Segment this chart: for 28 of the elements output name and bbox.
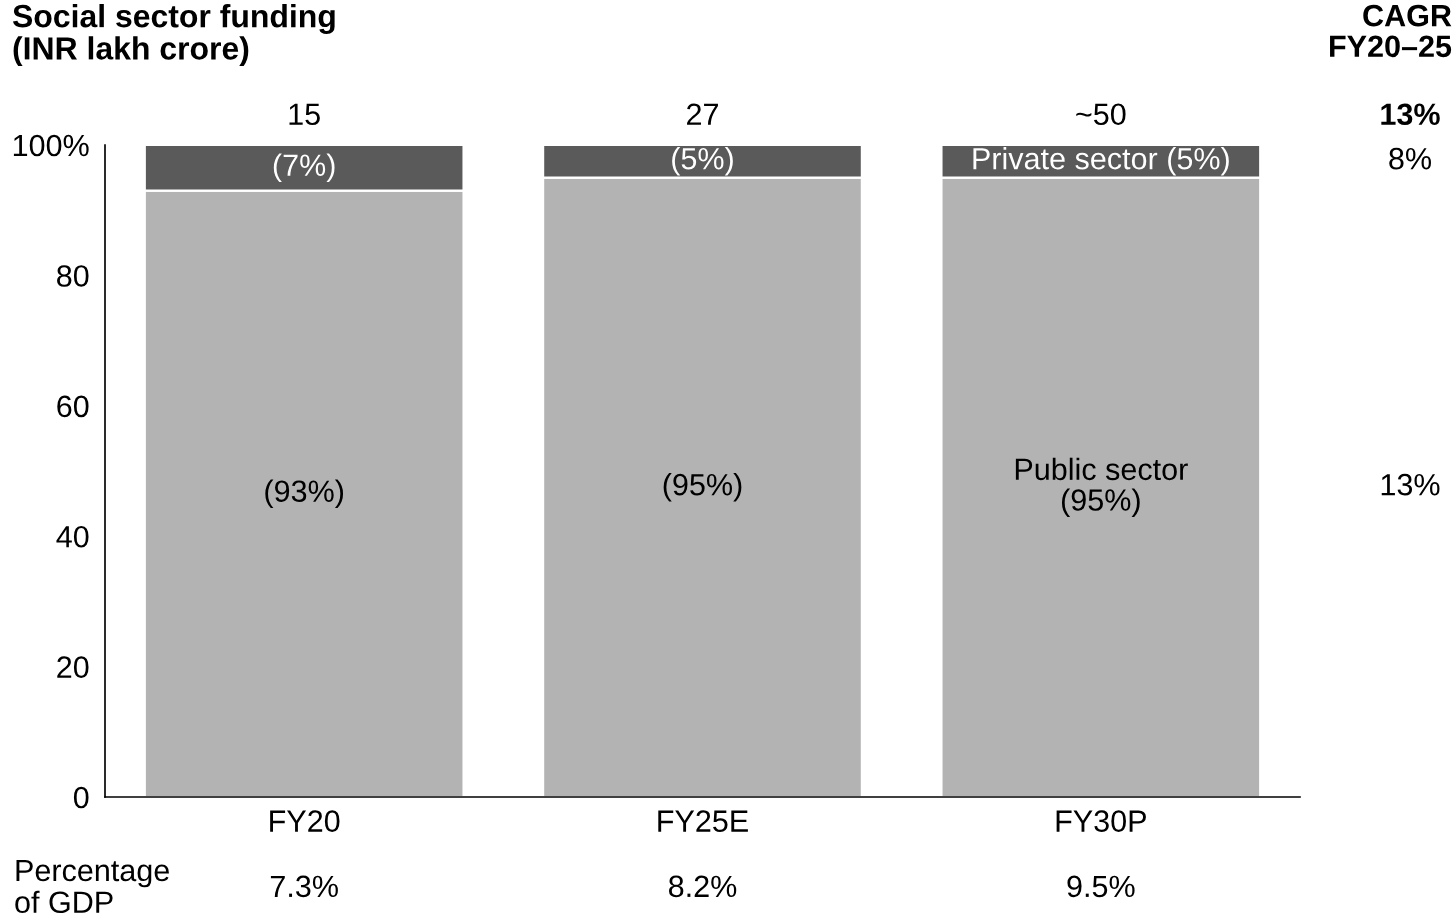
text: 15	[289, 103, 320, 126]
series-label: Public sector	[1015, 457, 1188, 481]
text: ~50	[1076, 103, 1126, 126]
y-tick-label: 40	[56, 525, 89, 548]
y-tick-label: 100%	[13, 134, 89, 157]
text: 8.2%	[669, 875, 737, 898]
data-label: (7%)	[273, 153, 335, 183]
text: 7.3%	[270, 875, 338, 898]
y-tick-label: 0	[73, 786, 89, 809]
y-tick-label: 60	[57, 395, 89, 418]
data-label: (93%)	[265, 479, 344, 509]
chart-title: Social sector funding (INR lakh crore)	[12, 4, 335, 67]
text: 27	[687, 103, 718, 125]
text: 13%	[1381, 473, 1440, 496]
data-label: (5%)	[672, 147, 733, 176]
data-label: (95%)	[663, 473, 742, 502]
y-tick-label: 20	[57, 656, 89, 678]
x-tick-label: FY25E	[658, 810, 748, 832]
y-tick-label: 80	[57, 265, 89, 287]
text: 9.5%	[1067, 875, 1135, 898]
data-label: (95%)	[1061, 488, 1140, 517]
text: Percentage of GDP	[15, 859, 169, 914]
x-tick-label: FY30P	[1056, 810, 1146, 832]
text: Private sector (5%)	[973, 147, 1229, 176]
text: CAGR FY20–25	[1330, 4, 1452, 58]
x-tick-label: FY20	[270, 810, 340, 832]
text: 8%	[1389, 147, 1431, 170]
text: 13%	[1381, 103, 1440, 126]
